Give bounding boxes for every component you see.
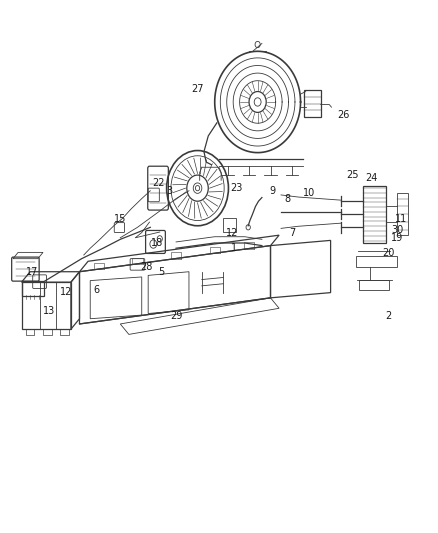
- Text: 29: 29: [170, 311, 182, 321]
- Text: 11: 11: [396, 214, 407, 224]
- Text: 23: 23: [230, 183, 242, 193]
- Text: 22: 22: [153, 178, 165, 188]
- Text: 12: 12: [60, 287, 73, 296]
- Text: 18: 18: [151, 238, 163, 248]
- Text: 7: 7: [289, 228, 295, 238]
- Text: 19: 19: [391, 233, 403, 243]
- Text: 3: 3: [166, 186, 173, 196]
- Text: 15: 15: [114, 214, 127, 224]
- Text: 5: 5: [158, 266, 164, 277]
- Bar: [363, 185, 386, 243]
- Text: 13: 13: [43, 306, 56, 316]
- Text: 1: 1: [231, 243, 237, 253]
- Text: 8: 8: [285, 193, 291, 204]
- Text: 27: 27: [191, 84, 204, 94]
- Text: 9: 9: [270, 186, 276, 196]
- Text: 17: 17: [26, 266, 39, 277]
- Text: 28: 28: [140, 262, 152, 271]
- Text: 25: 25: [346, 170, 358, 180]
- Text: 24: 24: [365, 173, 378, 183]
- Text: 2: 2: [385, 311, 392, 321]
- Text: 10: 10: [303, 188, 315, 198]
- Text: 20: 20: [382, 248, 395, 259]
- Text: 30: 30: [391, 225, 403, 235]
- Text: 26: 26: [337, 110, 350, 120]
- Text: 6: 6: [94, 285, 100, 295]
- Text: 12: 12: [226, 228, 238, 238]
